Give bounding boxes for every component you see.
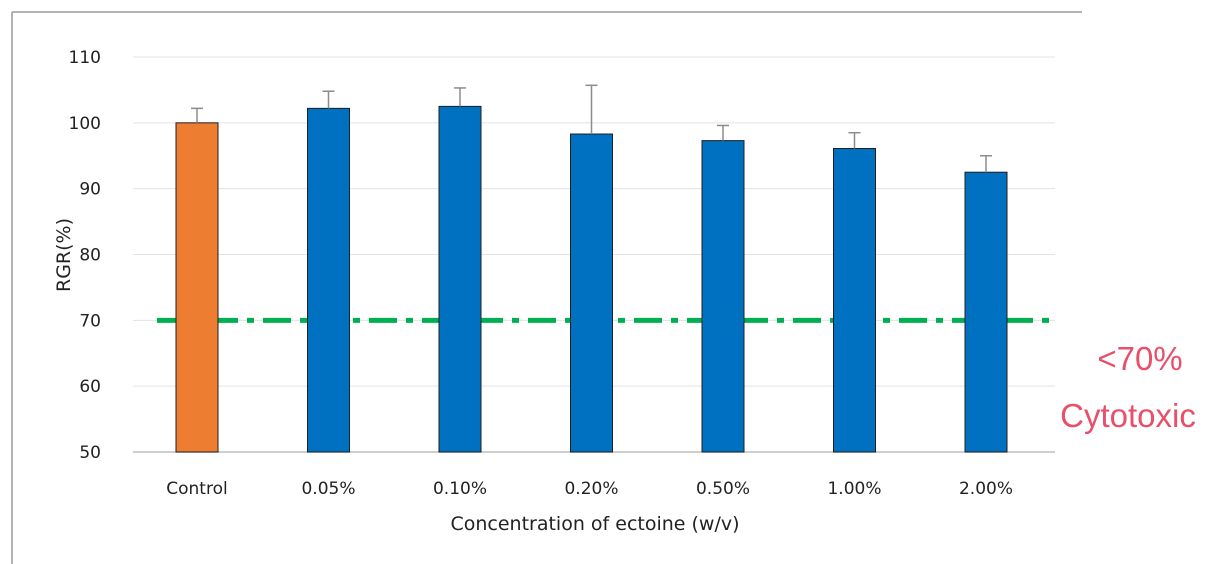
y-tick-label: 70 — [79, 311, 101, 331]
bar — [701, 140, 745, 453]
bar — [307, 107, 350, 453]
y-tick-label: 110 — [69, 48, 101, 68]
bar — [438, 105, 482, 453]
bar — [570, 133, 613, 453]
y-tick-labels: 50 60 70 80 90 100 110 — [69, 48, 101, 463]
x-tick-label: 0.10% — [433, 479, 487, 499]
y-tick-label: 100 — [69, 114, 101, 134]
annotation-cytotoxic: Cytotoxic — [1060, 397, 1196, 434]
bars — [175, 105, 1008, 453]
x-tick-label: 2.00% — [959, 479, 1013, 499]
y-tick-label: 60 — [79, 377, 101, 397]
x-tick-labels: Control 0.05% 0.10% 0.20% 0.50% 1.00% 2.00% — [166, 479, 1013, 499]
y-tick-label: 80 — [79, 246, 101, 266]
error-bars — [191, 84, 992, 173]
bar — [175, 122, 219, 453]
y-tick-label: 90 — [79, 180, 101, 200]
x-tick-label: 1.00% — [827, 479, 881, 499]
bar — [833, 148, 876, 453]
annotation-threshold: <70% — [1097, 340, 1182, 377]
y-tick-label: 50 — [79, 443, 101, 463]
x-tick-label: 0.05% — [301, 479, 355, 499]
x-tick-label: 0.20% — [564, 479, 618, 499]
x-tick-label: 0.50% — [696, 479, 750, 499]
bar — [964, 171, 1008, 453]
y-axis-title: RGR(%) — [53, 218, 75, 292]
x-tick-label: Control — [166, 479, 227, 499]
x-axis-title: Concentration of ectoine (w/v) — [450, 513, 739, 535]
